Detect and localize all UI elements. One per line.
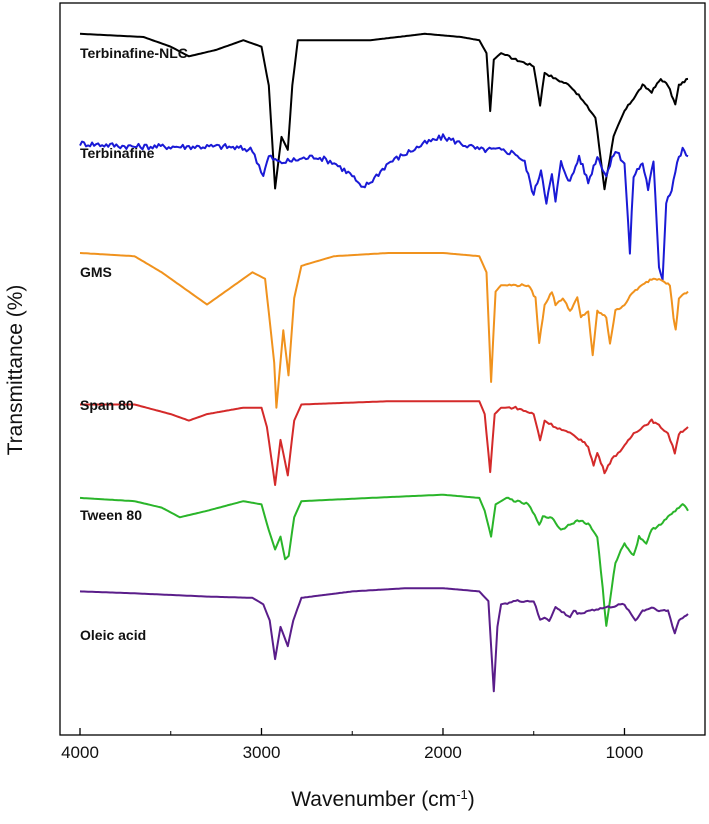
spectrum-line-tween-80	[79, 493, 689, 627]
x-axis-title-superscript: -1	[456, 787, 468, 802]
spectra-curves	[79, 32, 689, 693]
x-tick-label: 2000	[424, 743, 462, 762]
x-tick-label: 3000	[243, 743, 281, 762]
x-axis-title-main: Wavenumber (cm	[291, 788, 456, 811]
series-label: Terbinafine	[80, 145, 155, 161]
x-tick-label: 1000	[606, 743, 644, 762]
plot-frame	[59, 2, 706, 736]
x-axis-title: Wavenumber (cm-1)	[291, 787, 475, 812]
x-tick-label: 4000	[61, 743, 99, 762]
spectrum-line-oleic-acid	[79, 587, 689, 693]
spectrum-line-span-80	[80, 400, 689, 486]
spectrum-line-gms	[79, 252, 689, 409]
spectrum-line-terbinafine-nlc	[79, 32, 689, 191]
series-labels: Terbinafine-NLC Terbinafine GMS Span 80 Twee…	[80, 45, 188, 643]
series-label: Span 80	[80, 397, 134, 413]
x-axis-ticks: 4000 3000 2000 1000	[61, 728, 643, 762]
series-label: Tween 80	[80, 507, 142, 523]
series-label: GMS	[80, 264, 112, 280]
spectrum-line-terbinafine	[79, 133, 689, 281]
x-axis-title-close: )	[468, 788, 475, 811]
y-axis-title: Transmittance (%)	[4, 285, 27, 456]
series-label: Oleic acid	[80, 627, 146, 643]
series-label: Terbinafine-NLC	[80, 45, 188, 61]
